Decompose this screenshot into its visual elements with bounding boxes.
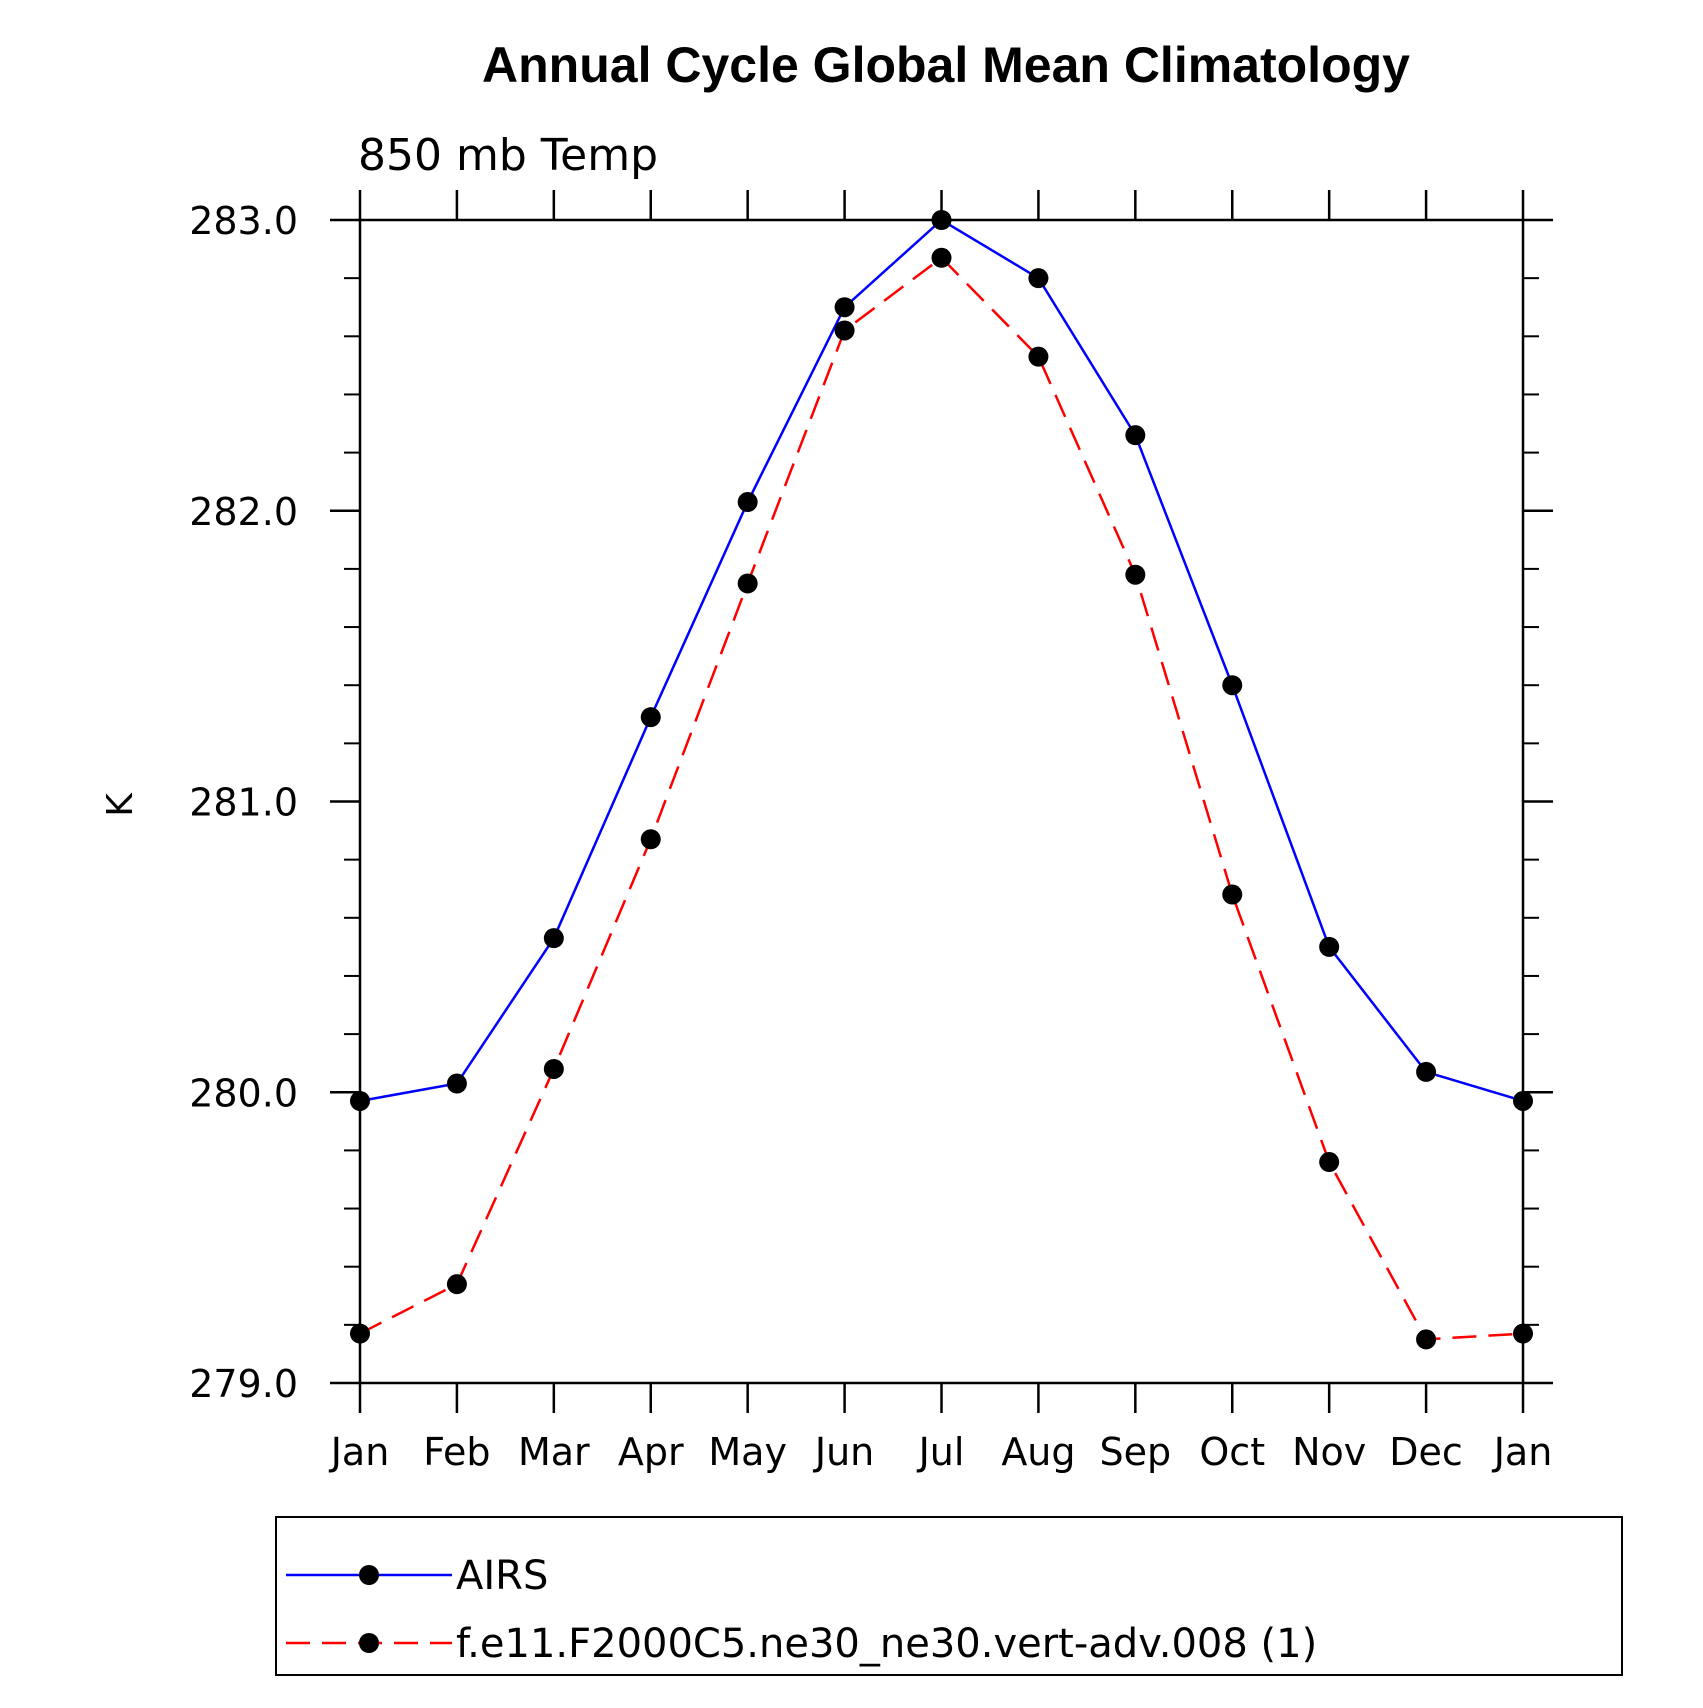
x-tick-label: Dec xyxy=(1389,1430,1463,1474)
data-point xyxy=(350,1323,370,1344)
data-point xyxy=(1028,346,1049,367)
data-point xyxy=(1513,1323,1533,1344)
data-point xyxy=(1222,884,1243,905)
x-tick-label: Jul xyxy=(917,1430,965,1474)
data-point xyxy=(1416,1061,1437,1082)
series-line xyxy=(359,256,1524,1341)
x-tick-label: May xyxy=(708,1430,787,1474)
data-point xyxy=(1125,564,1146,585)
legend: AIRS f.e11.F2000C5.ne30_ne30.vert-adv.008… xyxy=(275,1516,1623,1676)
x-tick-label: Jan xyxy=(329,1430,390,1474)
legend-label: f.e11.F2000C5.ne30_ne30.vert-adv.008 (1) xyxy=(456,1621,1317,1667)
x-tick-label: Aug xyxy=(1001,1430,1075,1474)
y-tick-label: 279.0 xyxy=(189,1362,298,1406)
data-point xyxy=(931,247,952,268)
x-tick-label: Sep xyxy=(1100,1430,1172,1474)
x-tick-label: Apr xyxy=(618,1430,684,1474)
legend-box xyxy=(275,1516,1623,1676)
data-point xyxy=(1028,268,1049,289)
chart-subtitle: 850 mb Temp xyxy=(358,130,658,181)
data-point xyxy=(1319,1152,1340,1173)
data-point xyxy=(446,1274,467,1295)
data-point xyxy=(1125,425,1146,446)
chart-title: Annual Cycle Global Mean Climatology xyxy=(482,37,1410,93)
y-axis-label: K xyxy=(100,792,141,817)
data-point xyxy=(1416,1329,1437,1350)
plot-frame xyxy=(358,218,1525,1385)
data-point xyxy=(543,1058,564,1079)
data-point xyxy=(834,297,855,318)
data-point xyxy=(543,928,564,949)
y-tick-label: 282.0 xyxy=(189,490,298,534)
data-point xyxy=(737,492,758,513)
data-point xyxy=(931,210,952,230)
x-tick-label: Jun xyxy=(813,1430,874,1474)
y-tick-label: 281.0 xyxy=(189,781,298,825)
x-tick-label: Oct xyxy=(1199,1430,1265,1474)
axes: 279.0 280.0 281.0 282.0 283.0 Jan Feb Mar Apr May… xyxy=(189,190,1553,1474)
x-tick-label: Mar xyxy=(518,1430,590,1474)
series-group xyxy=(350,247,1533,1350)
y-tick-label: 283.0 xyxy=(189,199,298,243)
x-tick-label: Nov xyxy=(1292,1430,1366,1474)
data-point xyxy=(1222,675,1243,696)
data-point xyxy=(640,707,661,728)
series-group xyxy=(350,210,1533,1111)
data-point xyxy=(737,573,758,594)
data-point xyxy=(350,1090,370,1111)
legend-label: AIRS xyxy=(456,1553,548,1599)
x-tick-label: Jan xyxy=(1492,1430,1553,1474)
data-point xyxy=(640,829,661,850)
data-point xyxy=(1513,1090,1533,1111)
legend-marker xyxy=(359,1633,379,1653)
data-point xyxy=(1319,936,1340,957)
legend-marker xyxy=(359,1565,379,1585)
data-point xyxy=(446,1073,467,1094)
x-tick-label: Feb xyxy=(423,1430,490,1474)
y-tick-label: 280.0 xyxy=(189,1071,298,1115)
data-point xyxy=(834,320,855,341)
series-line xyxy=(359,218,1524,1103)
plot-series xyxy=(350,210,1533,1350)
